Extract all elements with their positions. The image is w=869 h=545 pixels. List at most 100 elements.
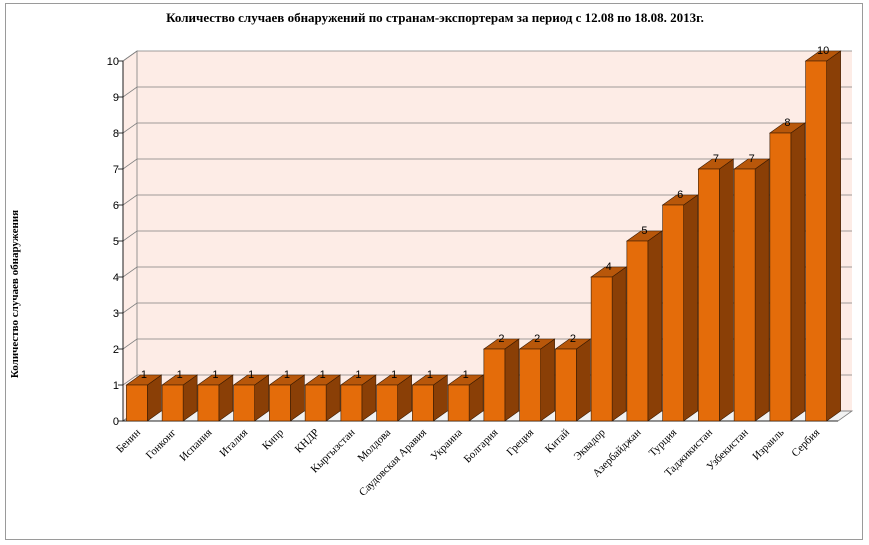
bar-front [340,384,363,422]
category-label: Саудовская Аравия [357,427,429,499]
bar-front [590,276,613,422]
bar [196,374,234,422]
data-label: 2 [570,333,576,345]
bar-front [126,384,148,422]
bar-front [769,132,792,422]
bar-side [504,338,520,422]
data-label: 8 [784,117,790,129]
y-tick-label: 6 [113,200,119,212]
bar-side [683,194,698,422]
bar-side [647,230,663,422]
bar [161,374,199,422]
data-label: 1 [177,369,183,381]
bar-chart: Количество случаев обнаружений по страна… [9,10,854,499]
bars [125,50,842,422]
bar-side [611,266,627,422]
bar-front [269,384,291,422]
category-label: Кипр [260,426,286,452]
data-label: 7 [749,153,755,165]
bar [804,50,842,422]
gridline [122,50,852,62]
y-tick-label: 5 [113,236,119,248]
gridline [122,194,852,206]
bar-side [826,50,841,422]
category-label: КНДР [293,427,322,456]
y-tick-label: 0 [113,416,119,428]
data-label: 6 [677,189,683,201]
y-axis-label: Количество случаев обнаружения [9,210,21,378]
data-label: 4 [606,261,612,273]
bar [268,374,306,422]
bar-side [540,338,555,422]
bar-side [576,338,591,422]
data-label: 2 [498,333,504,345]
bar [518,338,556,422]
chart-frame: Количество случаев обнаружений по страна… [5,3,863,540]
category-label: Гонконг [144,426,179,461]
data-label: 1 [248,369,254,381]
y-tick-label: 1 [113,380,119,392]
bar [304,374,342,422]
bar-front [805,60,827,422]
category-label: Китай [543,427,572,456]
category-label: Израиль [750,427,786,463]
bar-side [719,158,734,422]
y-tick-label: 4 [113,272,119,284]
bar [661,194,699,422]
category-label: Болгария [462,427,501,466]
bar-front [519,348,541,422]
data-label: 1 [320,369,326,381]
data-label: 1 [463,369,469,381]
data-labels: 1 1 1 1 1 1 1 1 1 1 2 2 2 4 5 6 7 7 8 10 [141,45,829,381]
y-tick-label: 7 [113,164,119,176]
bar-side [790,122,806,422]
bar-front [698,168,720,422]
bar-front [483,348,506,422]
data-label: 5 [641,225,647,237]
gridline [122,122,852,134]
bar-front [626,240,649,422]
y-tick-labels: 0 1 2 3 4 5 6 7 8 9 10 [107,56,119,428]
gridline [122,230,852,242]
bar [697,158,735,422]
bar [768,122,806,422]
category-label: Турция [647,427,680,460]
bar-side [754,158,770,422]
category-label: Украина [429,427,465,463]
category-label: Бенин [114,427,143,456]
bar [375,374,413,422]
category-label: Сербия [789,427,822,460]
bar-front [161,384,184,422]
bar [125,374,163,422]
category-label: Испания [177,427,214,464]
bar [482,338,520,422]
data-label: 1 [391,369,397,381]
data-label: 10 [817,45,829,57]
bar-front [555,348,577,422]
gridline [122,86,852,98]
bar-front [733,168,756,422]
y-tick-label: 3 [113,308,119,320]
category-label: Эквадор [572,426,609,463]
bar [339,374,377,422]
chart-title: Количество случаев обнаружений по страна… [166,10,704,25]
y-tick-label: 8 [113,128,119,140]
bar [625,230,663,422]
category-label: Греция [505,427,537,459]
data-label: 2 [534,333,540,345]
bar-front [412,384,434,422]
bar-front [376,384,398,422]
bar-front [662,204,684,422]
bar-front [304,384,327,422]
bar [411,374,449,422]
data-label: 1 [355,369,361,381]
data-label: 1 [284,369,290,381]
bar [590,266,628,422]
y-tick-label: 9 [113,92,119,104]
bar [447,374,485,422]
bar [232,374,270,422]
data-label: 7 [713,153,719,165]
y-tick-label: 10 [107,56,119,68]
bar-front [197,384,220,422]
